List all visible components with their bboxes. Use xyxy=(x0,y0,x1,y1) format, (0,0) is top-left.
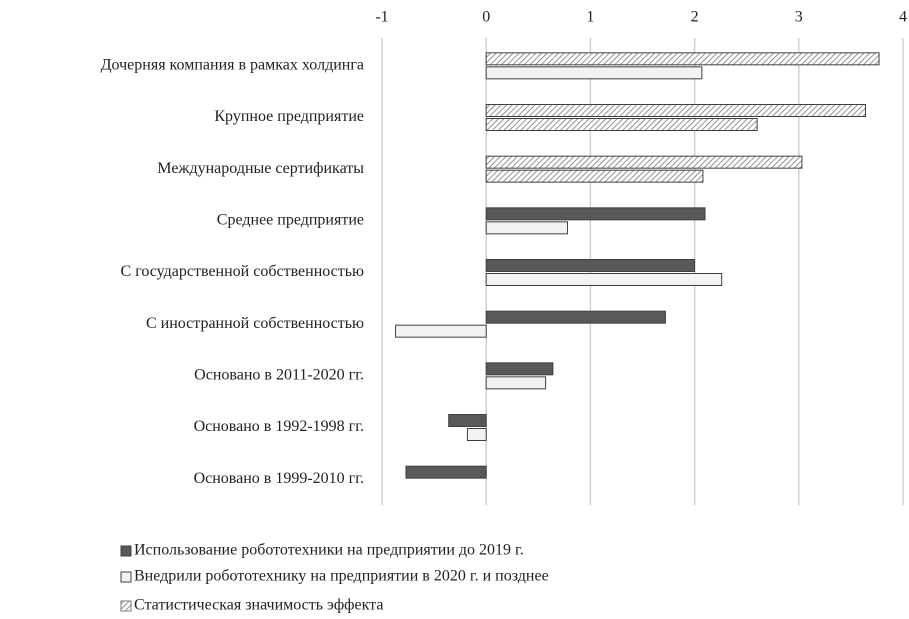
x-tick-label: -1 xyxy=(375,9,388,26)
y-tick-label: Дочерняя компания в рамках холдинга xyxy=(101,57,364,74)
legend-label: Использование робототехники на предприят… xyxy=(134,542,524,559)
bar xyxy=(485,66,703,80)
bar xyxy=(485,376,547,390)
y-tick-label: С иностранной собственностью xyxy=(146,315,364,332)
y-tick-label: С государственной собственностью xyxy=(121,263,365,280)
x-tick-label: 4 xyxy=(899,9,907,26)
bar xyxy=(485,273,723,286)
x-tick-label: 3 xyxy=(795,9,803,26)
legend-label: Статистическая значимость эффекта xyxy=(134,597,383,614)
legend-swatch xyxy=(120,571,132,583)
bar xyxy=(485,221,568,235)
bar xyxy=(405,465,487,479)
bar xyxy=(485,104,866,117)
bar xyxy=(485,362,554,376)
y-tick-label: Среднее предприятие xyxy=(217,212,364,229)
legend-label: Внедрили робототехнику на предприятии в … xyxy=(134,568,549,585)
bar xyxy=(448,414,487,427)
bar xyxy=(485,155,803,169)
y-tick-label: Крупное предприятие xyxy=(214,108,364,125)
y-tick-label: Основано в 1999-2010 гг. xyxy=(194,470,364,487)
bar xyxy=(485,310,666,324)
x-tick-label: 2 xyxy=(691,9,699,26)
bar xyxy=(485,207,706,221)
bar xyxy=(485,169,704,183)
y-tick-label: Основано в 1992-1998 гг. xyxy=(194,418,364,435)
legend-swatch xyxy=(120,600,132,612)
bar xyxy=(466,428,487,441)
bar xyxy=(485,259,696,272)
bar xyxy=(485,52,880,66)
bar xyxy=(395,324,487,338)
legend-swatch xyxy=(120,545,132,557)
y-tick-label: Основано в 2011-2020 гг. xyxy=(194,367,364,384)
y-tick-label: Международные сертификаты xyxy=(157,160,364,177)
x-tick-label: 1 xyxy=(586,9,594,26)
x-tick-label: 0 xyxy=(482,9,490,26)
bar xyxy=(485,118,758,131)
